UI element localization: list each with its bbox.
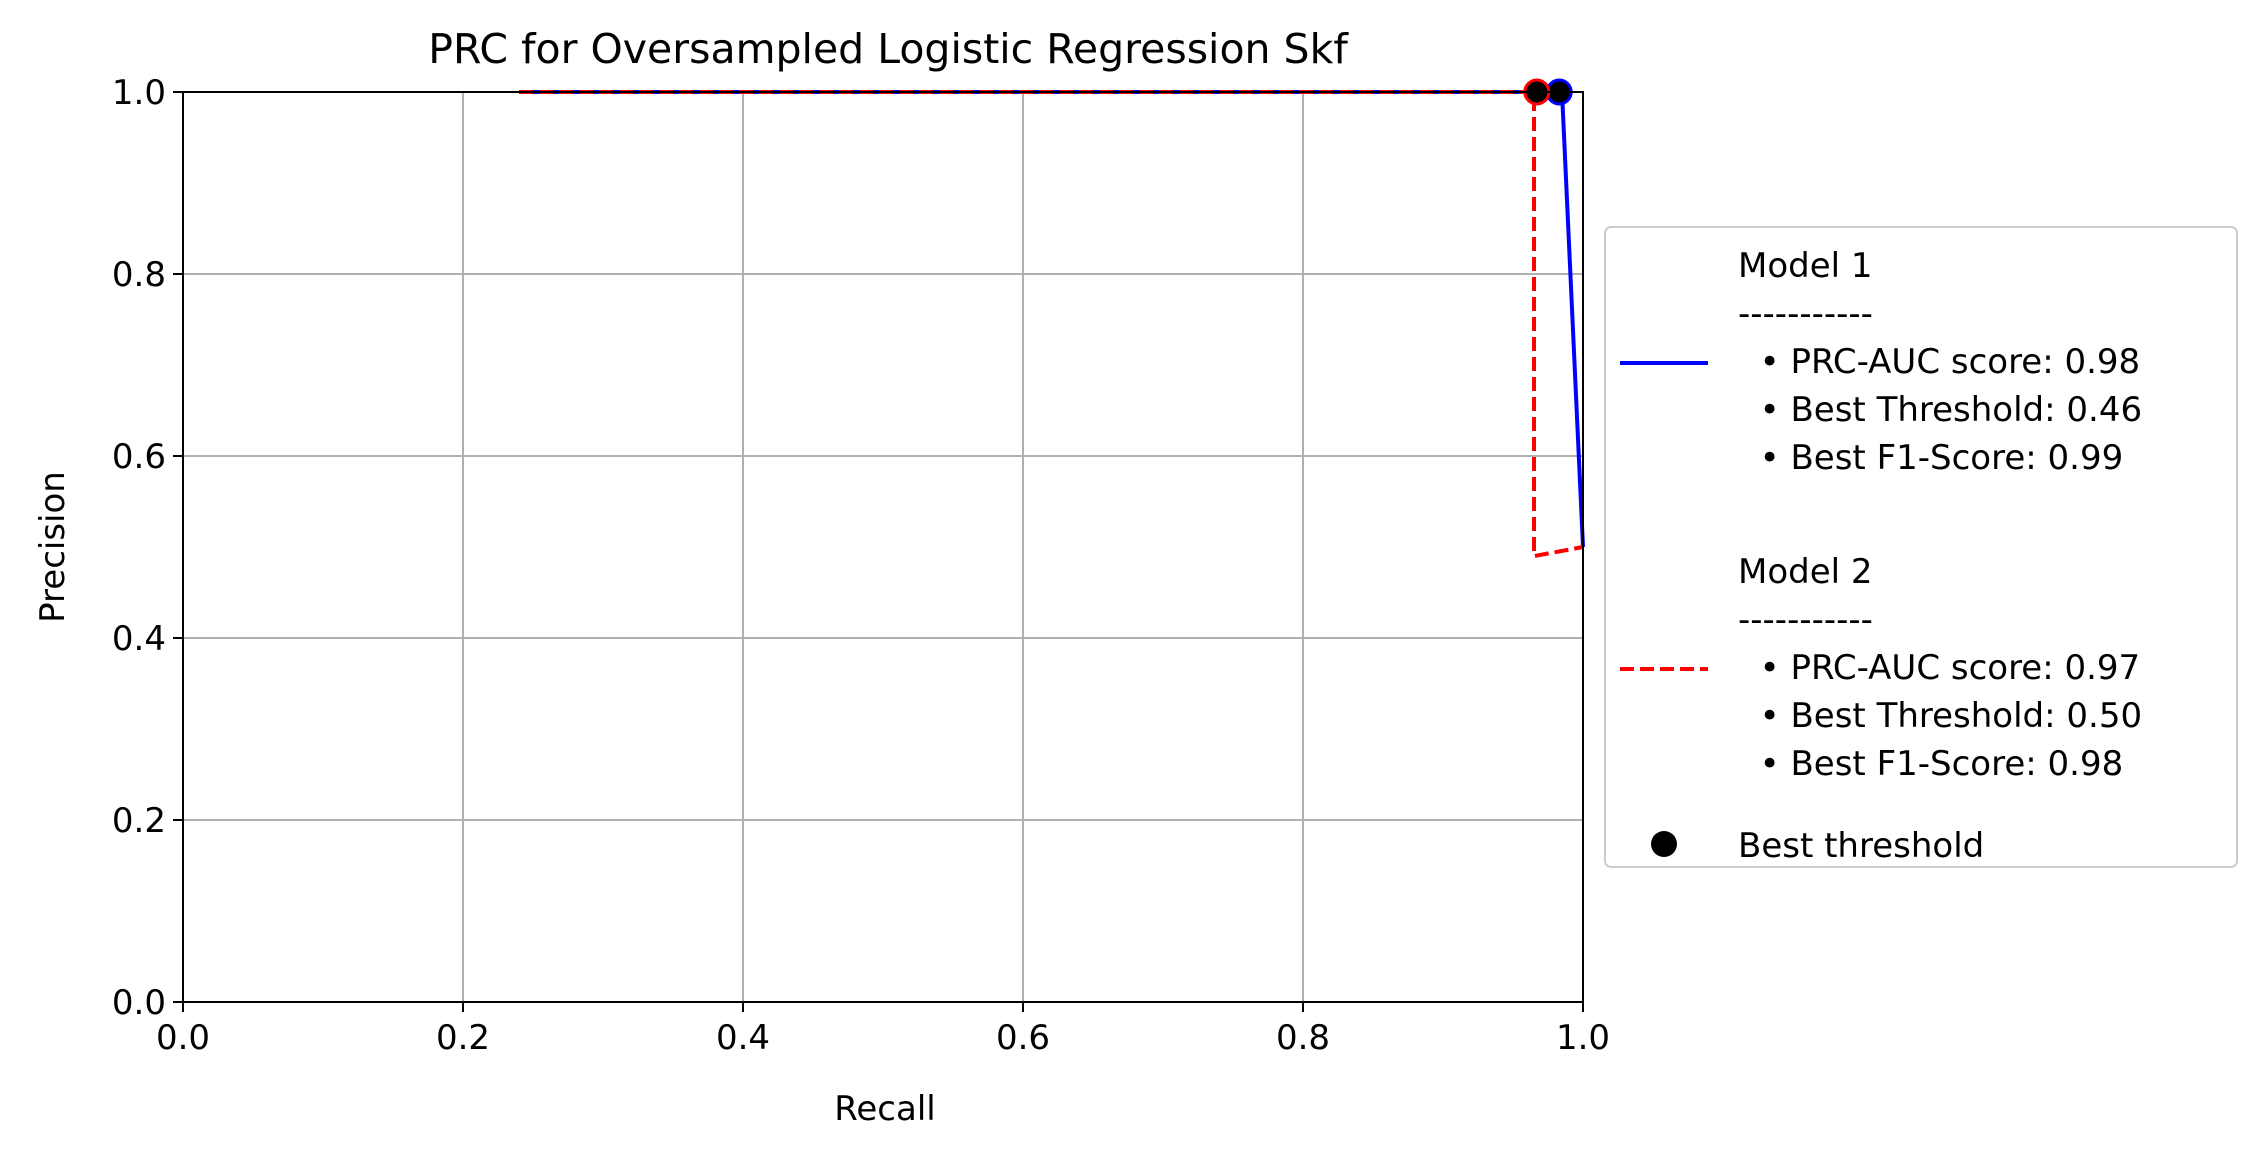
series-line-model-1 [519,90,1585,548]
y-tick-label: 0.6 [112,437,166,477]
x-tick-label: 0.2 [436,1018,490,1058]
grid-lines [182,91,1584,1003]
x-tick-label: 0.8 [1276,1018,1330,1058]
y-tick-label: 1.0 [112,73,166,113]
y-tick-label: 0.4 [112,619,166,659]
legend-line: • PRC-AUC score: 0.98 [1738,342,2140,382]
legend: Model 1 ----------- • PRC-AUC score: 0.98… [1604,226,2238,868]
legend-line: • Best F1-Score: 0.98 [1738,744,2123,784]
legend-line: • Best Threshold: 0.46 [1738,390,2142,430]
series-line-model-2 [519,90,1584,559]
legend-line: Model 2 [1738,552,1873,592]
legend-box [1604,226,2238,868]
y-tick-label: 0.8 [112,255,166,295]
x-tick-label: 1.0 [1556,1018,1610,1058]
plot-frame [182,91,1584,1003]
legend-line: ----------- [1738,600,1873,640]
axis-ticks: 0.0 0.2 0.4 0.6 0.8 1.0 0.0 0.2 0.4 0.6 0.8 1.0 [112,73,1610,1058]
legend-line: • PRC-AUC score: 0.97 [1738,648,2140,688]
series-layer [519,90,1585,559]
x-tick-label: 0.6 [996,1018,1050,1058]
y-axis-title: Precision [33,471,73,623]
legend-marker-label: Best threshold [1738,826,1984,866]
x-axis-title: Recall [834,1089,935,1129]
legend-line: Model 1 [1738,246,1873,286]
chart-title: PRC for Oversampled Logistic Regression … [428,25,1349,73]
legend-marker-best-threshold [1651,831,1677,857]
legend-line: ----------- [1738,294,1873,334]
x-tick-label: 0.0 [156,1018,210,1058]
x-tick-label: 0.4 [716,1018,770,1058]
legend-line: • Best F1-Score: 0.99 [1738,438,2123,478]
y-tick-label: 0.2 [112,801,166,841]
legend-line: • Best Threshold: 0.50 [1738,696,2142,736]
y-tick-label: 0.0 [112,983,166,1023]
